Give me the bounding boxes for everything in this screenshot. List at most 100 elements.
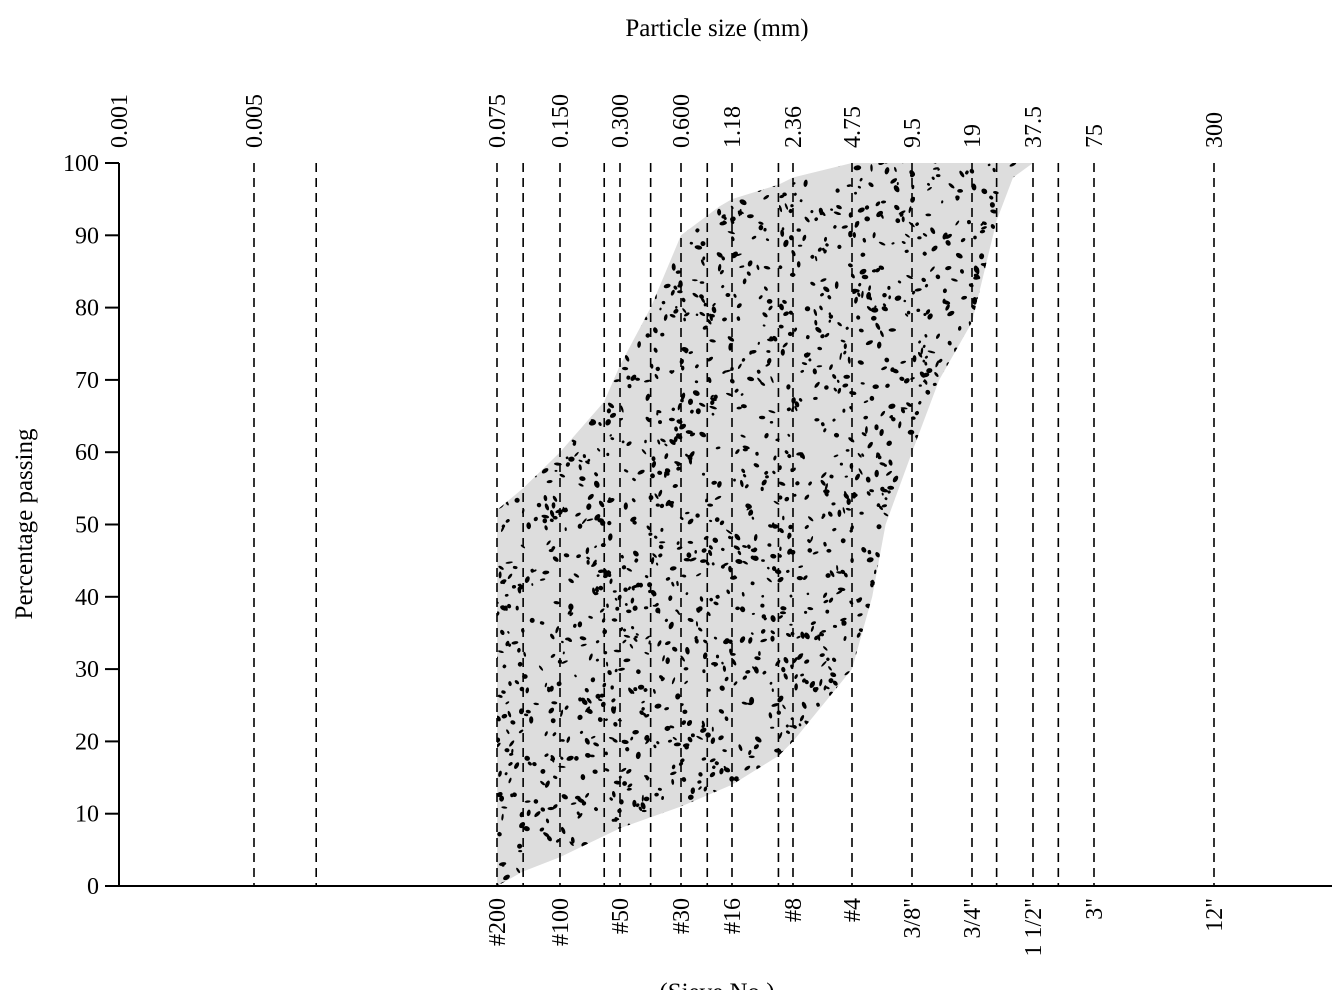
speckle-mark [554, 199, 559, 203]
speckle-mark [788, 310, 793, 315]
speckle-mark [906, 770, 909, 778]
speckle-mark [721, 256, 725, 261]
speckle-mark [869, 740, 875, 747]
speckle-mark [927, 350, 936, 354]
speckle-mark [1036, 413, 1043, 418]
speckle-mark [621, 178, 626, 183]
speckle-mark [733, 545, 740, 551]
speckle-mark [826, 548, 832, 553]
speckle-mark [1039, 400, 1045, 405]
speckle-mark [866, 619, 873, 625]
speckle-mark [508, 681, 512, 687]
speckle-mark [514, 235, 518, 240]
speckle-mark [752, 838, 757, 846]
speckle-mark [644, 734, 650, 741]
speckle-mark [955, 560, 960, 564]
speckle-mark [822, 513, 826, 518]
speckle-mark [629, 845, 634, 851]
speckle-mark [600, 314, 604, 319]
speckle-mark [1018, 394, 1022, 398]
speckle-mark [1019, 735, 1024, 741]
speckle-mark [487, 855, 494, 862]
speckle-mark [793, 192, 797, 196]
speckle-mark [1008, 256, 1012, 260]
speckle-mark [801, 362, 808, 366]
speckle-mark [537, 298, 544, 302]
speckle-mark [1002, 762, 1007, 766]
speckle-mark [846, 498, 851, 505]
speckle-mark [799, 199, 803, 203]
speckle-mark [761, 479, 767, 486]
speckle-mark [525, 687, 530, 694]
speckle-mark [526, 188, 533, 195]
speckle-mark [702, 652, 708, 660]
speckle-mark [829, 474, 834, 479]
speckle-mark [889, 577, 894, 584]
speckle-mark [728, 343, 733, 351]
speckle-mark [715, 446, 721, 450]
speckle-mark [1037, 610, 1042, 617]
speckle-mark [1025, 552, 1029, 557]
speckle-mark [985, 727, 992, 733]
speckle-mark [573, 275, 578, 281]
speckle-mark [856, 632, 861, 638]
speckle-mark [1053, 435, 1057, 438]
speckle-mark [695, 408, 701, 415]
speckle-mark [562, 507, 568, 513]
speckle-mark [688, 351, 694, 355]
speckle-mark [774, 748, 782, 753]
speckle-mark [567, 609, 572, 615]
speckle-mark [926, 651, 930, 655]
speckle-mark [653, 688, 656, 694]
speckle-mark [959, 418, 963, 422]
speckle-mark [629, 866, 633, 874]
speckle-mark [870, 164, 873, 172]
speckle-mark [1008, 719, 1011, 723]
speckle-mark [904, 233, 910, 238]
speckle-mark [814, 800, 817, 804]
speckle-mark [855, 221, 859, 226]
speckle-mark [572, 204, 578, 211]
speckle-mark [523, 651, 527, 657]
speckle-mark [688, 457, 693, 465]
speckle-mark [861, 688, 868, 694]
speckle-mark [930, 772, 937, 777]
speckle-mark [916, 688, 921, 693]
speckle-mark [1045, 668, 1051, 674]
speckle-mark [733, 681, 738, 686]
speckle-mark [568, 456, 575, 462]
gradation-band [487, 163, 1057, 886]
speckle-mark [790, 787, 795, 792]
speckle-mark [819, 210, 826, 217]
speckle-mark [959, 722, 964, 727]
speckle-mark [928, 607, 936, 610]
speckle-mark [643, 606, 649, 610]
speckle-mark [505, 561, 513, 564]
speckle-mark [592, 769, 598, 774]
speckle-mark [1027, 433, 1032, 438]
speckle-mark [920, 516, 926, 522]
speckle-mark [821, 660, 827, 667]
speckle-mark [941, 200, 944, 204]
speckle-mark [686, 877, 693, 882]
speckle-mark [1047, 773, 1051, 779]
speckle-mark [730, 652, 736, 656]
y-tick-label: 90 [75, 223, 99, 249]
speckle-mark [793, 327, 797, 332]
speckle-mark [684, 680, 688, 685]
speckle-mark [517, 647, 521, 653]
speckle-mark [922, 344, 926, 349]
speckle-mark [672, 484, 678, 488]
speckle-mark [744, 484, 749, 489]
speckle-mark [635, 582, 641, 588]
speckle-mark [719, 221, 727, 226]
speckle-mark [760, 782, 765, 788]
speckle-mark [804, 610, 808, 614]
speckle-mark [568, 359, 572, 363]
speckle-mark [957, 188, 963, 193]
speckle-mark [918, 702, 923, 707]
speckle-mark [947, 310, 955, 317]
speckle-mark [549, 510, 555, 518]
speckle-mark [842, 879, 846, 883]
speckle-mark [580, 643, 587, 647]
